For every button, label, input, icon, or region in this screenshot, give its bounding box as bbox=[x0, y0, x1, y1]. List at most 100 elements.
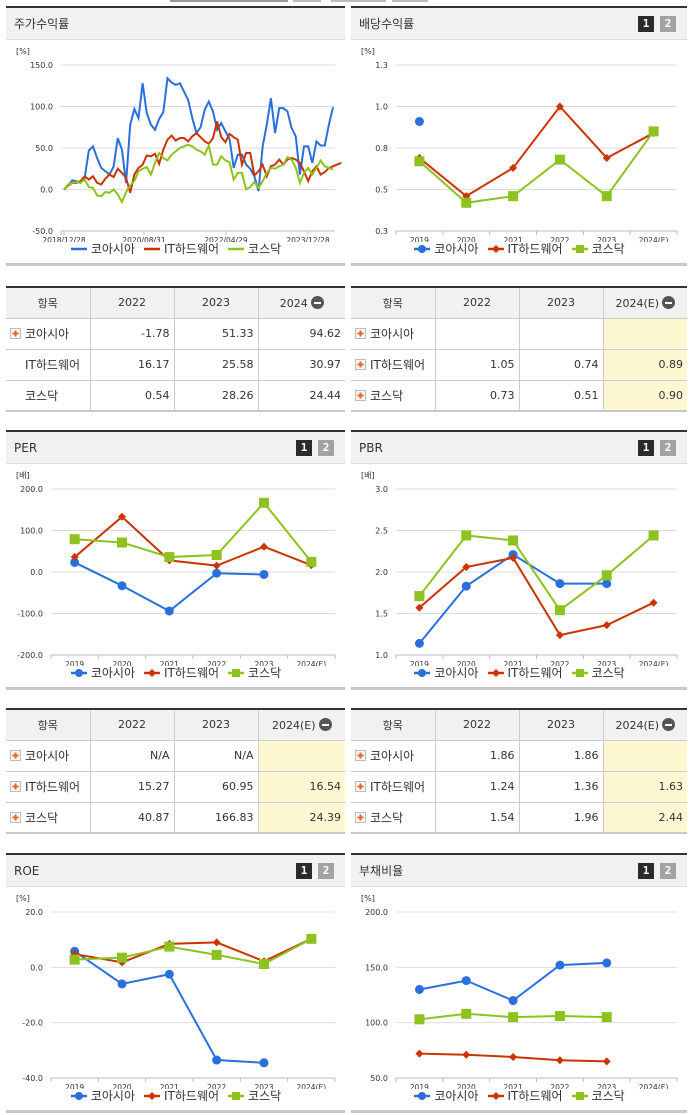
코스닥-data-point[interactable] bbox=[117, 537, 127, 548]
expand-plus-icon[interactable] bbox=[10, 811, 21, 823]
코스닥-data-point[interactable] bbox=[461, 1008, 472, 1019]
IT하드웨어-data-point[interactable] bbox=[509, 163, 518, 172]
코스닥-data-point[interactable] bbox=[414, 156, 425, 167]
legend-item[interactable]: 코아시아 bbox=[413, 240, 479, 257]
legend-item[interactable]: 코아시아 bbox=[413, 1087, 479, 1104]
legend-item[interactable]: 코스닥 bbox=[571, 240, 625, 257]
코아시아-data-point[interactable] bbox=[555, 579, 565, 589]
코스닥-data-point[interactable] bbox=[69, 534, 80, 545]
page-2-button[interactable]: 2 bbox=[318, 862, 334, 879]
IT하드웨어-data-point[interactable] bbox=[649, 598, 658, 607]
IT하드웨어-data-point[interactable] bbox=[260, 542, 268, 551]
코스닥-data-point[interactable] bbox=[69, 954, 80, 965]
legend-item[interactable]: IT하드웨어 bbox=[143, 1087, 219, 1104]
page-1-button[interactable]: 1 bbox=[296, 439, 312, 456]
코스닥-data-point[interactable] bbox=[601, 191, 612, 202]
page-1-button[interactable]: 1 bbox=[296, 862, 312, 879]
코스닥-data-point[interactable] bbox=[259, 497, 269, 508]
expand-plus-icon[interactable] bbox=[355, 328, 366, 339]
코스닥-data-point[interactable] bbox=[554, 154, 565, 165]
legend-item[interactable]: 코스닥 bbox=[571, 1087, 625, 1104]
top-tab-2[interactable] bbox=[293, 0, 321, 2]
코스닥-data-point[interactable] bbox=[554, 1011, 565, 1022]
expand-plus-icon[interactable] bbox=[355, 811, 366, 823]
page-1-button[interactable]: 1 bbox=[638, 15, 654, 32]
코아시아-data-point[interactable] bbox=[461, 976, 471, 986]
코아시아-data-point[interactable] bbox=[602, 579, 612, 589]
legend-item[interactable]: 코스닥 bbox=[571, 664, 625, 681]
코아시아-data-point[interactable] bbox=[508, 996, 518, 1006]
코스닥-data-point[interactable] bbox=[164, 941, 175, 952]
코스닥-data-point[interactable] bbox=[414, 591, 425, 602]
코아시아-data-point[interactable] bbox=[70, 557, 80, 567]
코아시아-data-point[interactable] bbox=[164, 606, 174, 616]
IT하드웨어-data-point[interactable] bbox=[415, 1049, 424, 1058]
expand-plus-icon[interactable] bbox=[10, 781, 21, 792]
legend-item[interactable]: 코아시아 bbox=[70, 240, 135, 257]
legend-item[interactable]: IT하드웨어 bbox=[143, 240, 219, 257]
legend-item[interactable]: 코스닥 bbox=[227, 664, 281, 681]
IT하드웨어-data-point[interactable] bbox=[509, 553, 518, 562]
top-tab-3[interactable] bbox=[331, 0, 386, 2]
코스닥-data-point[interactable] bbox=[164, 552, 175, 563]
코스닥-data-point[interactable] bbox=[211, 550, 222, 561]
legend-item[interactable]: IT하드웨어 bbox=[487, 664, 563, 681]
page-2-button[interactable]: 2 bbox=[660, 15, 676, 32]
page-2-button[interactable]: 2 bbox=[660, 439, 676, 456]
IT하드웨어-data-point[interactable] bbox=[70, 553, 79, 562]
코스닥-data-point[interactable] bbox=[508, 191, 519, 202]
코스닥-data-point[interactable] bbox=[648, 126, 659, 137]
IT하드웨어-data-point[interactable] bbox=[509, 1052, 518, 1061]
코아시아-data-point[interactable] bbox=[461, 581, 471, 591]
IT하드웨어-data-point[interactable] bbox=[212, 561, 221, 570]
legend-item[interactable]: 코스닥 bbox=[227, 240, 281, 257]
expand-plus-icon[interactable] bbox=[355, 359, 366, 370]
코아시아-data-point[interactable] bbox=[555, 960, 565, 970]
IT하드웨어-data-point[interactable] bbox=[415, 603, 424, 612]
IT하드웨어-data-point[interactable] bbox=[555, 1056, 564, 1065]
코스닥-data-point[interactable] bbox=[554, 605, 565, 616]
expand-plus-icon[interactable] bbox=[355, 750, 366, 761]
page-1-button[interactable]: 1 bbox=[638, 439, 654, 456]
expand-plus-icon[interactable] bbox=[10, 750, 21, 761]
코스닥-data-point[interactable] bbox=[306, 556, 317, 567]
코스닥-data-point[interactable] bbox=[601, 570, 612, 581]
page-2-button[interactable]: 2 bbox=[660, 862, 676, 879]
IT하드웨어-data-point[interactable] bbox=[212, 938, 221, 947]
page-2-button[interactable]: 2 bbox=[318, 439, 334, 456]
expand-plus-icon[interactable] bbox=[355, 389, 366, 401]
legend-item[interactable]: IT하드웨어 bbox=[487, 1087, 563, 1104]
코아시아-data-point[interactable] bbox=[212, 1055, 222, 1065]
코스닥-data-point[interactable] bbox=[508, 535, 519, 546]
legend-item[interactable]: 코스닥 bbox=[227, 1087, 281, 1104]
코스닥-data-point[interactable] bbox=[648, 530, 659, 541]
코스닥-data-point[interactable] bbox=[259, 959, 269, 970]
코스닥-data-point[interactable] bbox=[117, 952, 127, 963]
코스닥-data-point[interactable] bbox=[461, 530, 472, 541]
코아시아-data-point[interactable] bbox=[164, 969, 174, 979]
코아시아-data-point[interactable] bbox=[117, 581, 127, 591]
코아시아-data-point[interactable] bbox=[117, 979, 127, 989]
legend-item[interactable]: 코아시아 bbox=[70, 1087, 135, 1104]
expand-plus-icon[interactable] bbox=[10, 328, 21, 339]
코아시아-data-point[interactable] bbox=[259, 1058, 269, 1068]
코스닥-data-point[interactable] bbox=[461, 197, 472, 208]
IT하드웨어-data-point[interactable] bbox=[602, 153, 611, 162]
코스닥-data-point[interactable] bbox=[306, 933, 317, 944]
legend-item[interactable]: IT하드웨어 bbox=[487, 240, 563, 257]
collapse-icon[interactable] bbox=[318, 717, 332, 731]
legend-item[interactable]: 코아시아 bbox=[413, 664, 479, 681]
expand-plus-icon[interactable] bbox=[355, 781, 366, 792]
collapse-icon[interactable] bbox=[662, 295, 676, 309]
코아시아-data-point[interactable] bbox=[259, 569, 269, 579]
IT하드웨어-data-point[interactable] bbox=[555, 102, 564, 111]
collapse-icon[interactable] bbox=[662, 717, 676, 731]
collapse-icon[interactable] bbox=[310, 295, 324, 309]
코아시아-data-point[interactable] bbox=[414, 638, 424, 648]
코스닥-data-point[interactable] bbox=[414, 1014, 425, 1025]
top-tab-4[interactable] bbox=[392, 0, 428, 2]
코아시아-data-point[interactable] bbox=[212, 568, 222, 578]
코스닥-data-point[interactable] bbox=[211, 949, 222, 960]
IT하드웨어-data-point[interactable] bbox=[118, 512, 126, 521]
코아시아-data-point[interactable] bbox=[414, 116, 424, 126]
